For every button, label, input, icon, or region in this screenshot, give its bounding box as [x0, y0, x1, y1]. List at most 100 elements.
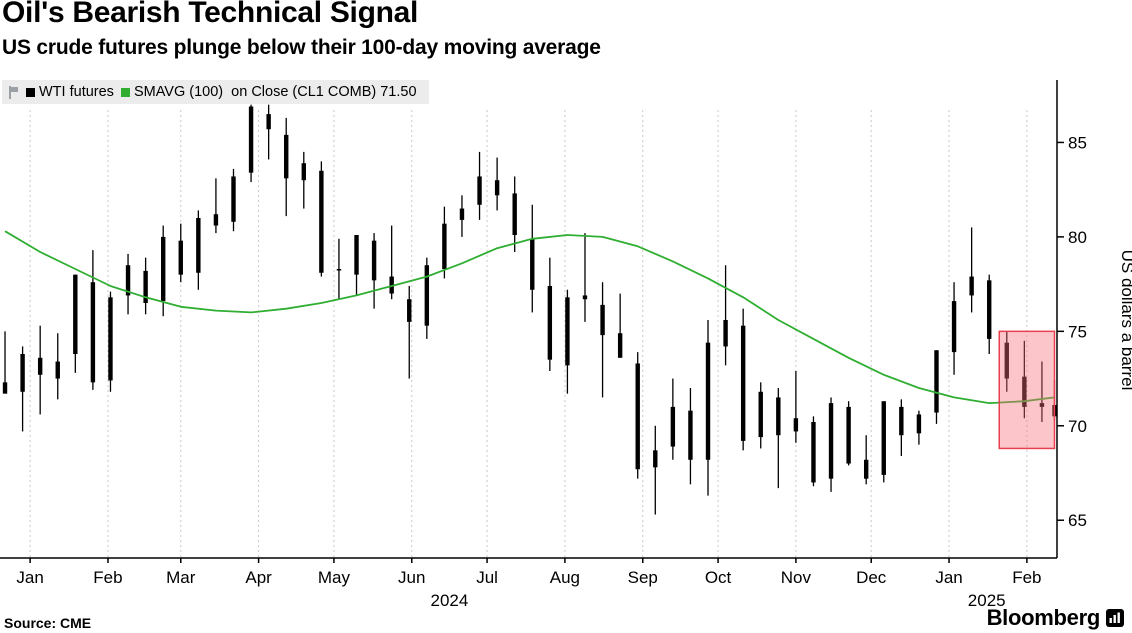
x-tick-label: Aug [550, 568, 580, 587]
wti-bar-body [231, 176, 236, 222]
wti-bar-body [934, 350, 939, 413]
wti-bar-body [108, 297, 113, 381]
y-tick-label: 70 [1068, 417, 1087, 436]
x-tick-label: Apr [245, 568, 272, 587]
wti-bar-body [494, 180, 500, 196]
smavg-line [4, 230, 1055, 405]
wti-bar-body [670, 406, 676, 447]
x-year-label: 2024 [430, 591, 468, 610]
wti-bar-body [1039, 403, 1045, 407]
wti-bar-body [196, 218, 201, 273]
wti-bar-body [582, 295, 588, 300]
wti-bar-body [635, 363, 640, 470]
x-tick-label: Feb [93, 568, 122, 587]
smavg-legend-label: SMAVG (100) on Close (CL1 COMB) 71.50 [133, 84, 417, 100]
smavg-swatch [120, 87, 130, 97]
wti-bar-body [600, 304, 605, 336]
wti-bar-body [846, 406, 851, 464]
wti-bar-body [284, 134, 289, 179]
wti-bar-body [863, 459, 869, 479]
y-tick-label: 80 [1068, 228, 1087, 247]
x-tick-label: Jan [935, 568, 962, 587]
bloomberg-brand: Bloomberg [987, 605, 1124, 631]
wti-bar-body [389, 276, 394, 294]
wti-bar-body [319, 170, 324, 273]
wti-legend-label: WTI futures [39, 84, 114, 100]
wti-bar-body [37, 357, 43, 375]
wti-bar-body [1004, 342, 1009, 379]
wti-bar-body [143, 270, 148, 303]
wti-bar-body [530, 238, 535, 290]
y-tick-label: 85 [1068, 133, 1087, 152]
wti-bar-body [125, 265, 131, 296]
wti-bar-body [916, 414, 922, 434]
wti-bar-body [248, 106, 254, 173]
wti-bar-body [547, 286, 553, 360]
wti-bar-body [653, 450, 658, 468]
x-tick-label: Jan [16, 568, 43, 587]
wti-bar-body [442, 223, 447, 269]
wti-bar-body [1022, 376, 1027, 407]
source-label: Source: CME [4, 615, 92, 631]
wti-bar-body [758, 391, 763, 438]
y-tick-label: 75 [1068, 322, 1087, 341]
page-subtitle: US crude futures plunge below their 100-… [2, 36, 601, 59]
wti-bar-body [899, 406, 904, 436]
wti-bar-body [688, 410, 693, 460]
x-tick-label: Jul [476, 568, 498, 587]
x-tick-label: May [318, 568, 351, 587]
x-tick-label: Jun [398, 568, 425, 587]
wti-bar-body [793, 418, 799, 432]
wti-bar-body [881, 401, 886, 475]
wti-bar-body [371, 240, 377, 281]
wti-bar-body [424, 265, 430, 326]
x-year-label: 2025 [968, 591, 1006, 610]
wti-bar-body [512, 193, 517, 235]
wti-bar-body [617, 333, 623, 358]
wti-bar-body [336, 269, 342, 271]
x-tick-label: Mar [166, 568, 196, 587]
x-tick-label: Dec [856, 568, 887, 587]
x-tick-label: Nov [781, 568, 812, 587]
chart-canvas: Jan Feb Mar Apr May Jun Jul Aug Sep Oct Nov Dec Jan F… [0, 80, 1132, 610]
wti-bar-body [90, 282, 96, 383]
wti-bar-body [828, 403, 834, 479]
bloomberg-terminal-icon [1106, 609, 1124, 627]
y-tick-label: 65 [1068, 511, 1087, 530]
wti-bar-body [354, 235, 359, 275]
legend-flag-icon [8, 85, 19, 99]
x-tick-label: Oct [705, 568, 732, 587]
wti-bar-body [55, 361, 60, 379]
x-tick-label: Feb [1012, 568, 1041, 587]
wti-bar-body [2, 382, 8, 394]
wti-bar-body [811, 422, 816, 483]
highlight-region [998, 330, 1056, 450]
wti-bar-body [301, 163, 306, 181]
wti-bar-body [213, 214, 219, 226]
wti-bar-body [73, 274, 78, 354]
chart-legend: WTI futures SMAVG (100) on Close (CL1 CO… [2, 80, 429, 104]
wti-bars [2, 104, 1057, 515]
page-title: Oil's Bearish Technical Signal [2, 0, 419, 29]
wti-bar-body [705, 342, 711, 460]
wti-bar-body [987, 280, 992, 339]
legend-item-wti: WTI futures [26, 84, 114, 100]
y-axis-title: US dollars a barrel [1118, 250, 1132, 391]
wti-bar-body [565, 297, 570, 366]
wti-bar-body [477, 176, 482, 205]
wti-bar-body [740, 325, 746, 441]
wti-bar-body [160, 236, 166, 302]
wti-bar-body [20, 354, 25, 392]
wti-bar-body [266, 114, 271, 130]
wti-bar-body [951, 301, 957, 353]
wti-bar-body [723, 320, 728, 347]
wti-bar-body [776, 397, 781, 436]
wti-bar-body [459, 208, 465, 220]
legend-item-smavg: SMAVG (100) on Close (CL1 COMB) 71.50 [120, 84, 417, 100]
bloomberg-wordmark: Bloomberg [986, 605, 1101, 630]
wti-bar-body [969, 276, 974, 296]
wti-swatch [26, 87, 35, 97]
x-tick-label: Sep [628, 568, 658, 587]
chart-footer: Source: CME Bloomberg [4, 605, 1124, 631]
wti-bar-body [178, 240, 183, 275]
